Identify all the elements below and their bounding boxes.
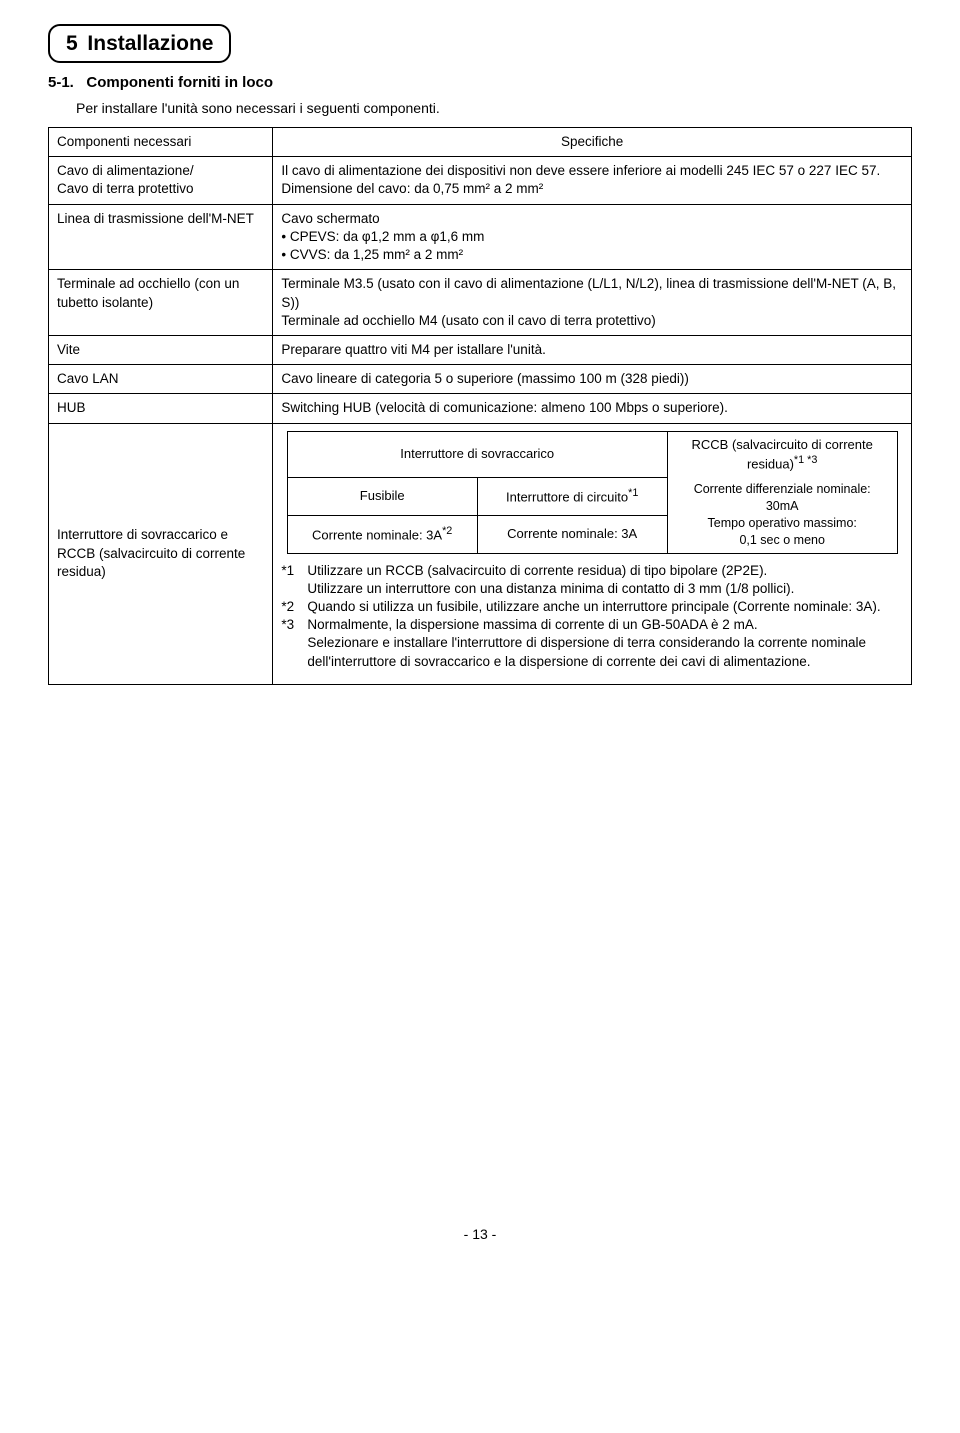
table-row: Vite Preparare quattro viti M4 per istal… xyxy=(49,335,912,364)
table-row: Cavo di alimentazione/ Cavo di terra pro… xyxy=(49,157,912,204)
cell-right: Switching HUB (velocità di comunicazione… xyxy=(273,394,912,423)
nested-overload-header: Interruttore di sovraccarico xyxy=(287,431,667,477)
cell-right: Il cavo di alimentazione dei dispositivi… xyxy=(273,157,912,204)
table-row: HUB Switching HUB (velocità di comunicaz… xyxy=(49,394,912,423)
cell-left: Vite xyxy=(49,335,273,364)
nested-current-b: Corrente nominale: 3A xyxy=(477,515,667,553)
header-components: Componenti necessari xyxy=(49,127,273,156)
table-row: Terminale ad occhiello (con un tubetto i… xyxy=(49,270,912,336)
note-body: Utilizzare un RCCB (salvacircuito di cor… xyxy=(307,562,903,580)
cell-left: Terminale ad occhiello (con un tubetto i… xyxy=(49,270,273,336)
cell-right: Preparare quattro viti M4 per istallare … xyxy=(273,335,912,364)
section-title-text: Installazione xyxy=(87,32,213,55)
nested-fuse: Fusibile xyxy=(287,477,477,515)
note-body: Quando si utilizza un fusibile, utilizza… xyxy=(307,598,903,616)
header-specs: Specifiche xyxy=(273,127,912,156)
note-body: Utilizzare un interruttore con una dista… xyxy=(281,580,903,598)
subsection-title: Componenti forniti in loco xyxy=(86,74,273,91)
cell-left: Cavo LAN xyxy=(49,365,273,394)
cell-left: HUB xyxy=(49,394,273,423)
nested-current-a: Corrente nominale: 3A*2 xyxy=(287,515,477,553)
note-tag: *3 xyxy=(281,616,307,634)
table-row: Linea di trasmissione dell'M-NET Cavo sc… xyxy=(49,204,912,270)
note-body: Selezionare e installare l'interruttore … xyxy=(281,634,903,670)
cell-left: Linea di trasmissione dell'M-NET xyxy=(49,204,273,270)
cell-right: Cavo schermato • CPEVS: da φ1,2 mm a φ1,… xyxy=(273,204,912,270)
note-tag: *1 xyxy=(281,562,307,580)
cell-right: Cavo lineare di categoria 5 o superiore … xyxy=(273,365,912,394)
specifications-table: Componenti necessari Specifiche Cavo di … xyxy=(48,127,912,685)
table-header-row: Componenti necessari Specifiche xyxy=(49,127,912,156)
note-tag: *2 xyxy=(281,598,307,616)
subsection-heading: 5-1. Componenti forniti in loco xyxy=(48,73,912,93)
nested-rccb-body: Corrente differenziale nominale: 30mA Te… xyxy=(667,477,897,553)
cell-left: Interruttore di sovraccarico e RCCB (sal… xyxy=(49,423,273,684)
section-header: 5 Installazione xyxy=(48,24,231,63)
nested-table: Interruttore di sovraccarico RCCB (salva… xyxy=(287,431,898,554)
note-body: Normalmente, la dispersione massima di c… xyxy=(307,616,903,634)
nested-rccb-header: RCCB (salvacircuito di corrente residua)… xyxy=(667,431,897,477)
table-row: Cavo LAN Cavo lineare di categoria 5 o s… xyxy=(49,365,912,394)
page-number: - 13 - xyxy=(48,1225,912,1243)
footnotes: *1Utilizzare un RCCB (salvacircuito di c… xyxy=(281,562,903,671)
cell-right: Terminale M3.5 (usato con il cavo di ali… xyxy=(273,270,912,336)
cell-left: Cavo di alimentazione/ Cavo di terra pro… xyxy=(49,157,273,204)
table-row-last: Interruttore di sovraccarico e RCCB (sal… xyxy=(49,423,912,684)
subsection-description: Per installare l'unità sono necessari i … xyxy=(48,99,912,117)
nested-circuit-breaker: Interruttore di circuito*1 xyxy=(477,477,667,515)
subsection-number: 5-1. xyxy=(48,74,74,91)
cell-right-nested: Interruttore di sovraccarico RCCB (salva… xyxy=(273,423,912,684)
section-number: 5 xyxy=(66,32,78,55)
